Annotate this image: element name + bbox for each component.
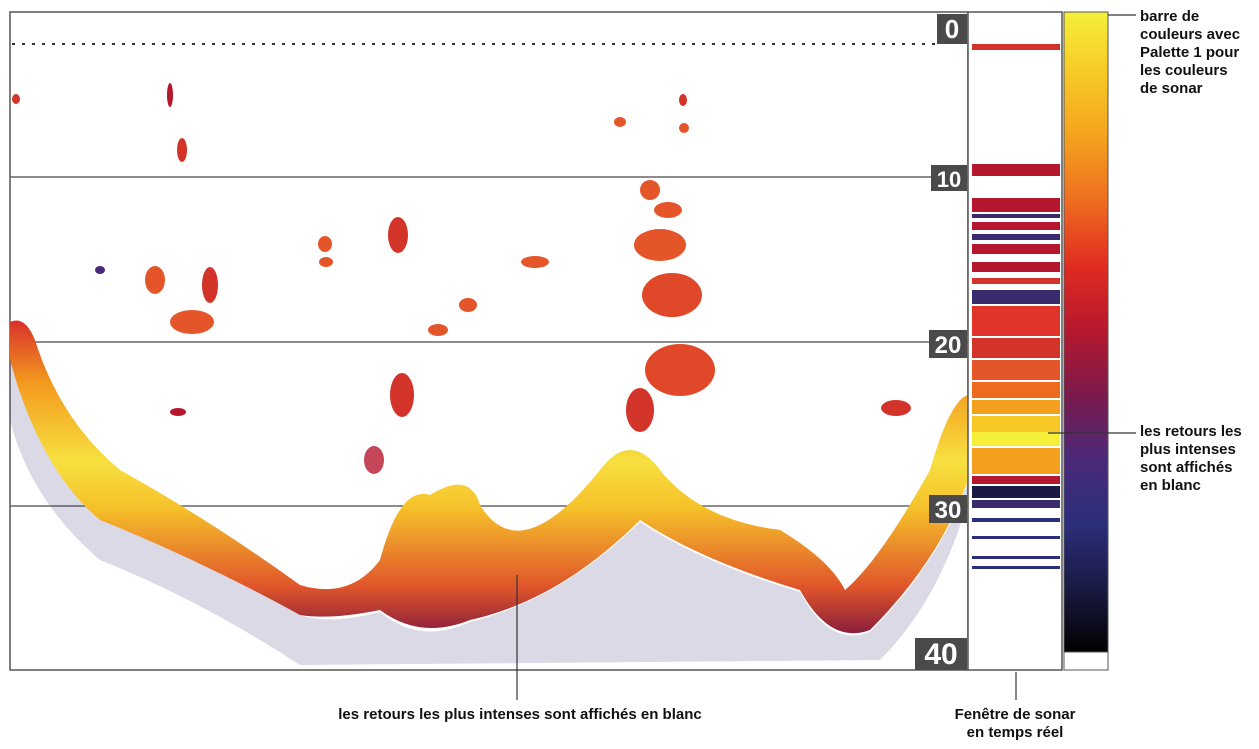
realtime-band — [972, 306, 1060, 336]
realtime-band — [972, 486, 1060, 498]
realtime-return-bands — [972, 44, 1060, 569]
realtime-band — [972, 222, 1060, 230]
depth-label-10: 10 — [931, 165, 967, 192]
realtime-band — [972, 262, 1060, 272]
bottom-return — [10, 320, 968, 665]
realtime-band — [972, 198, 1060, 212]
realtime-band — [972, 476, 1060, 484]
realtime-band — [972, 432, 1060, 446]
strongest-returns-annotation-bottom: les retours les plus intenses sont affic… — [338, 706, 702, 723]
realtime-sonar-window — [967, 11, 1063, 671]
realtime-band — [972, 500, 1060, 508]
realtime-band — [972, 234, 1060, 240]
realtime-band — [972, 214, 1060, 218]
realtime-band — [972, 290, 1060, 304]
depth-label-30: 30 — [929, 495, 967, 524]
realtime-band — [972, 244, 1060, 254]
realtime-band — [972, 44, 1060, 50]
depth-label-0: 0 — [937, 14, 967, 44]
suspended-returns — [12, 83, 911, 474]
realtime-band — [972, 278, 1060, 284]
realtime-band — [972, 566, 1060, 569]
realtime-band — [972, 416, 1060, 432]
realtime-band — [972, 338, 1060, 358]
svg-text:30: 30 — [935, 497, 962, 524]
strongest-returns-annotation-right: les retours les plus intenses sont affic… — [1140, 423, 1242, 494]
realtime-window-annotation: Fenêtre de sonar en temps réel — [954, 706, 1076, 741]
color-palette-bar — [1063, 11, 1109, 671]
depth-label-20: 20 — [929, 330, 967, 359]
realtime-band — [972, 448, 1060, 474]
color-bar-annotation: barre de couleurs avec Palette 1 pour le… — [1140, 8, 1241, 97]
svg-text:0: 0 — [945, 14, 959, 44]
realtime-band — [972, 400, 1060, 414]
realtime-band — [972, 556, 1060, 559]
realtime-band — [972, 536, 1060, 539]
sonar-history-panel: 0 10 20 30 40 — [9, 11, 969, 671]
depth-label-40: 40 — [915, 638, 967, 671]
svg-text:10: 10 — [937, 167, 961, 192]
realtime-band — [972, 164, 1060, 176]
realtime-band — [972, 382, 1060, 398]
annotation-leaders — [516, 14, 1136, 700]
svg-text:40: 40 — [924, 638, 957, 671]
realtime-band — [972, 518, 1060, 522]
svg-text:20: 20 — [935, 332, 962, 359]
realtime-band — [972, 360, 1060, 380]
